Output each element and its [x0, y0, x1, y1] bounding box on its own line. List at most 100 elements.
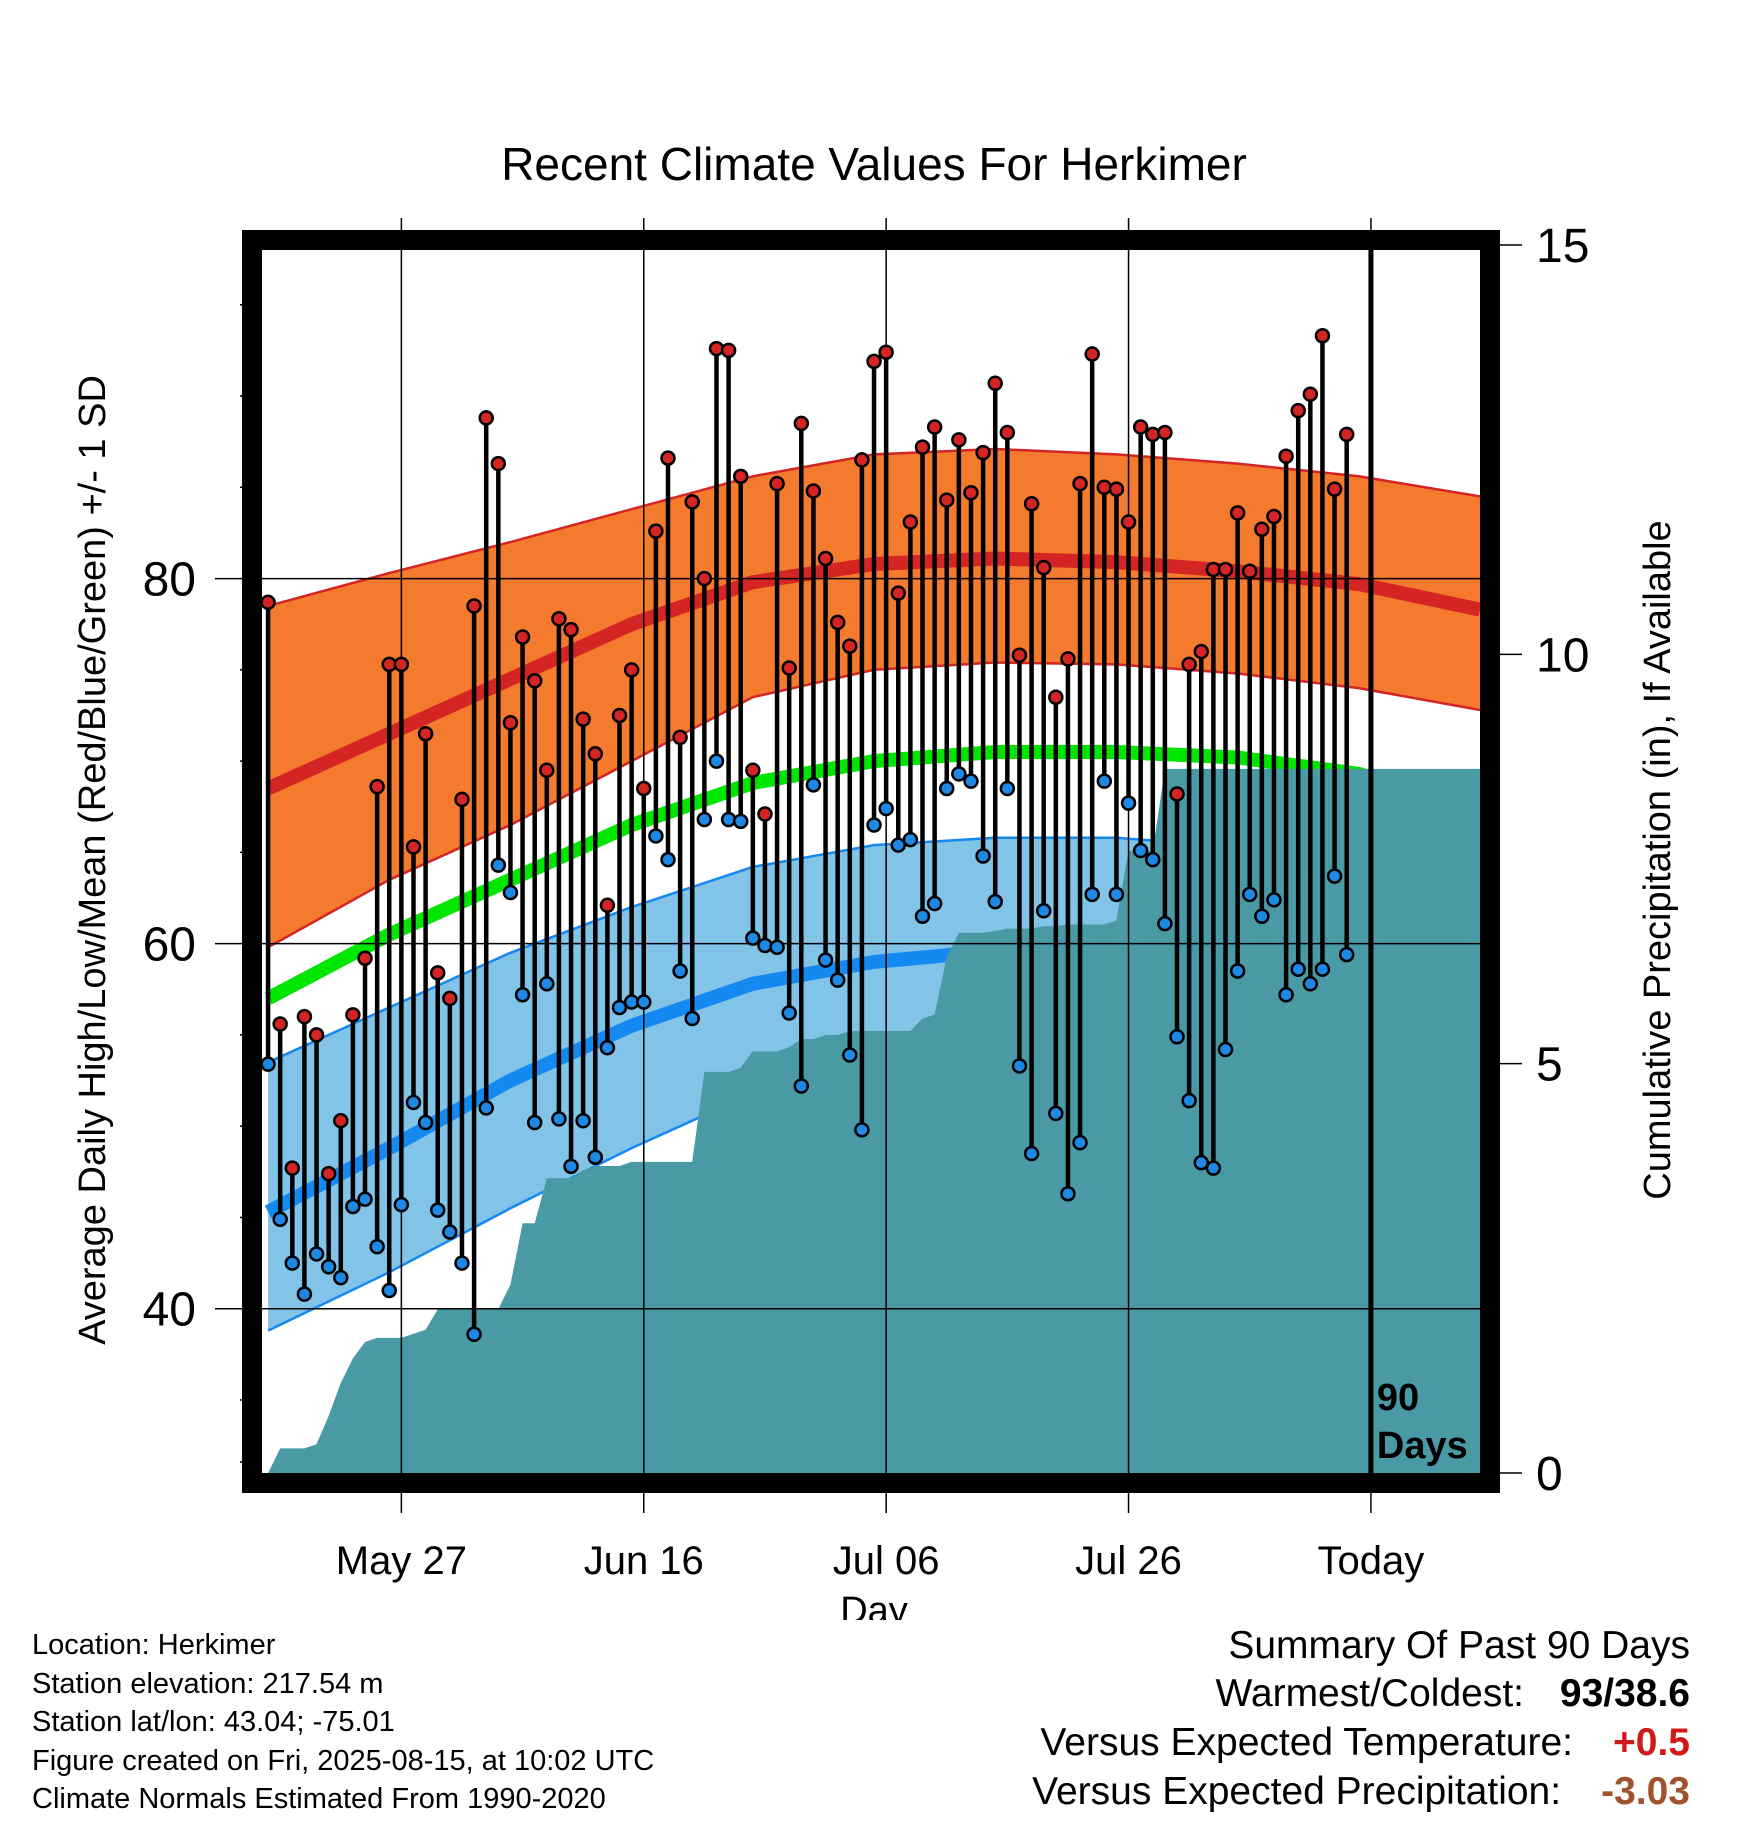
daily-high-point [757, 806, 773, 822]
daily-low-point [1266, 892, 1282, 908]
summary-panel: Summary Of Past 90 Days Warmest/Coldest:… [1032, 1620, 1690, 1819]
daily-high-point [1157, 424, 1173, 441]
daily-low-point [987, 893, 1003, 910]
today-marker-label: 90 [1377, 1377, 1419, 1419]
daily-low-point [1326, 868, 1343, 884]
daily-high-point [1217, 561, 1234, 578]
y-axis-left-label: Average Daily High/Low/Mean (Red/Blue/Gr… [72, 375, 114, 1345]
daily-low-point [1254, 908, 1270, 925]
daily-high-point [1011, 647, 1028, 663]
daily-high-point [1023, 495, 1040, 512]
daily-high-point [1060, 651, 1076, 667]
daily-high-point [333, 1112, 349, 1129]
daily-high-point [539, 762, 555, 778]
daily-low-point [1108, 886, 1125, 903]
temp-value: +0.5 [1613, 1721, 1690, 1764]
x-axis-label: Day [840, 1590, 908, 1620]
daily-high-point [1241, 563, 1258, 580]
daily-high-point [502, 715, 519, 731]
daily-low-point [333, 1269, 349, 1286]
daily-high-point [272, 1016, 288, 1032]
daily-low-point [587, 1149, 604, 1165]
daily-low-point [1302, 976, 1319, 992]
today-marker-label: Days [1377, 1425, 1468, 1467]
daily-high-point [1193, 643, 1210, 660]
precip-value: -3.03 [1601, 1770, 1690, 1813]
daily-high-point [1338, 426, 1355, 443]
daily-high-point [938, 492, 955, 508]
daily-high-point [1145, 426, 1161, 443]
daily-low-point [502, 884, 519, 901]
daily-high-point [684, 494, 700, 510]
daily-high-point [902, 514, 919, 530]
daily-low-point [781, 1005, 797, 1021]
x-tick-label-3: Jul 26 [1075, 1539, 1182, 1583]
daily-high-point [1290, 402, 1306, 419]
daily-high-point [490, 455, 507, 472]
created-text: Figure created on Fri, 2025-08-15, at 10… [32, 1744, 655, 1777]
daily-high-point [1169, 786, 1185, 802]
daily-low-point [526, 1114, 543, 1131]
daily-low-point [1169, 1028, 1185, 1045]
daily-high-point [599, 897, 616, 914]
daily-low-point [696, 811, 713, 828]
daily-high-point [805, 483, 822, 499]
daily-low-point [878, 800, 894, 817]
daily-low-point [1181, 1092, 1197, 1109]
daily-low-point [1229, 963, 1246, 979]
x-tick-label-2: Jul 06 [833, 1539, 940, 1583]
x-tick-label-4: Today [1318, 1539, 1425, 1583]
daily-high-point [708, 340, 725, 357]
daily-high-point [551, 610, 567, 627]
daily-high-point [393, 656, 410, 673]
daily-low-point [951, 766, 967, 782]
y-right-tick-label-2: 10 [1536, 629, 1589, 682]
daily-high-point [975, 444, 991, 461]
climate-chart: Recent Climate Values For Herkimer 90 Day… [72, 138, 1679, 1620]
daily-low-point [684, 1010, 700, 1027]
daily-low-point [320, 1258, 337, 1275]
daily-high-point [442, 990, 458, 1007]
daily-high-point [611, 707, 628, 724]
daily-low-point [1145, 851, 1161, 868]
daily-low-point [866, 817, 882, 833]
daily-low-point [417, 1114, 434, 1131]
daily-low-point [1338, 946, 1355, 963]
daily-low-point [490, 857, 507, 873]
daily-high-point [1181, 656, 1197, 673]
summary-title: Summary Of Past 90 Days [1228, 1624, 1690, 1667]
daily-high-point [1302, 386, 1319, 402]
daily-low-point [1096, 773, 1113, 789]
latlon-text: Station lat/lon: 43.04; -75.01 [32, 1706, 395, 1738]
daily-low-point [1314, 961, 1331, 977]
daily-low-point [454, 1255, 470, 1271]
daily-high-point [417, 725, 434, 742]
daily-low-point [1290, 961, 1306, 977]
daily-high-point [854, 452, 870, 468]
daily-low-point [514, 987, 531, 1003]
daily-low-point [854, 1122, 870, 1138]
daily-low-point [890, 837, 907, 853]
daily-low-point [793, 1078, 810, 1094]
daily-low-point [1048, 1105, 1064, 1122]
plot-frame [242, 230, 1500, 1493]
daily-high-point [345, 1007, 361, 1023]
daily-high-point [890, 585, 907, 601]
daily-low-point [1193, 1154, 1210, 1171]
daily-high-point [732, 468, 749, 485]
daily-high-point [526, 673, 543, 689]
daily-high-point [926, 419, 943, 435]
daily-low-point [381, 1282, 398, 1299]
daily-low-point [1278, 987, 1294, 1003]
daily-high-point [262, 594, 276, 611]
daily-high-point [793, 415, 810, 432]
daily-high-point [1278, 448, 1294, 465]
daily-high-point [866, 353, 882, 370]
daily-low-point [369, 1238, 385, 1255]
daily-low-point [1205, 1160, 1222, 1176]
daily-low-point [393, 1196, 410, 1213]
daily-high-point [1048, 689, 1064, 705]
normals-text: Climate Normals Estimated From 1990-2020 [32, 1783, 606, 1815]
daily-low-point [805, 777, 822, 793]
daily-low-point [442, 1224, 458, 1240]
